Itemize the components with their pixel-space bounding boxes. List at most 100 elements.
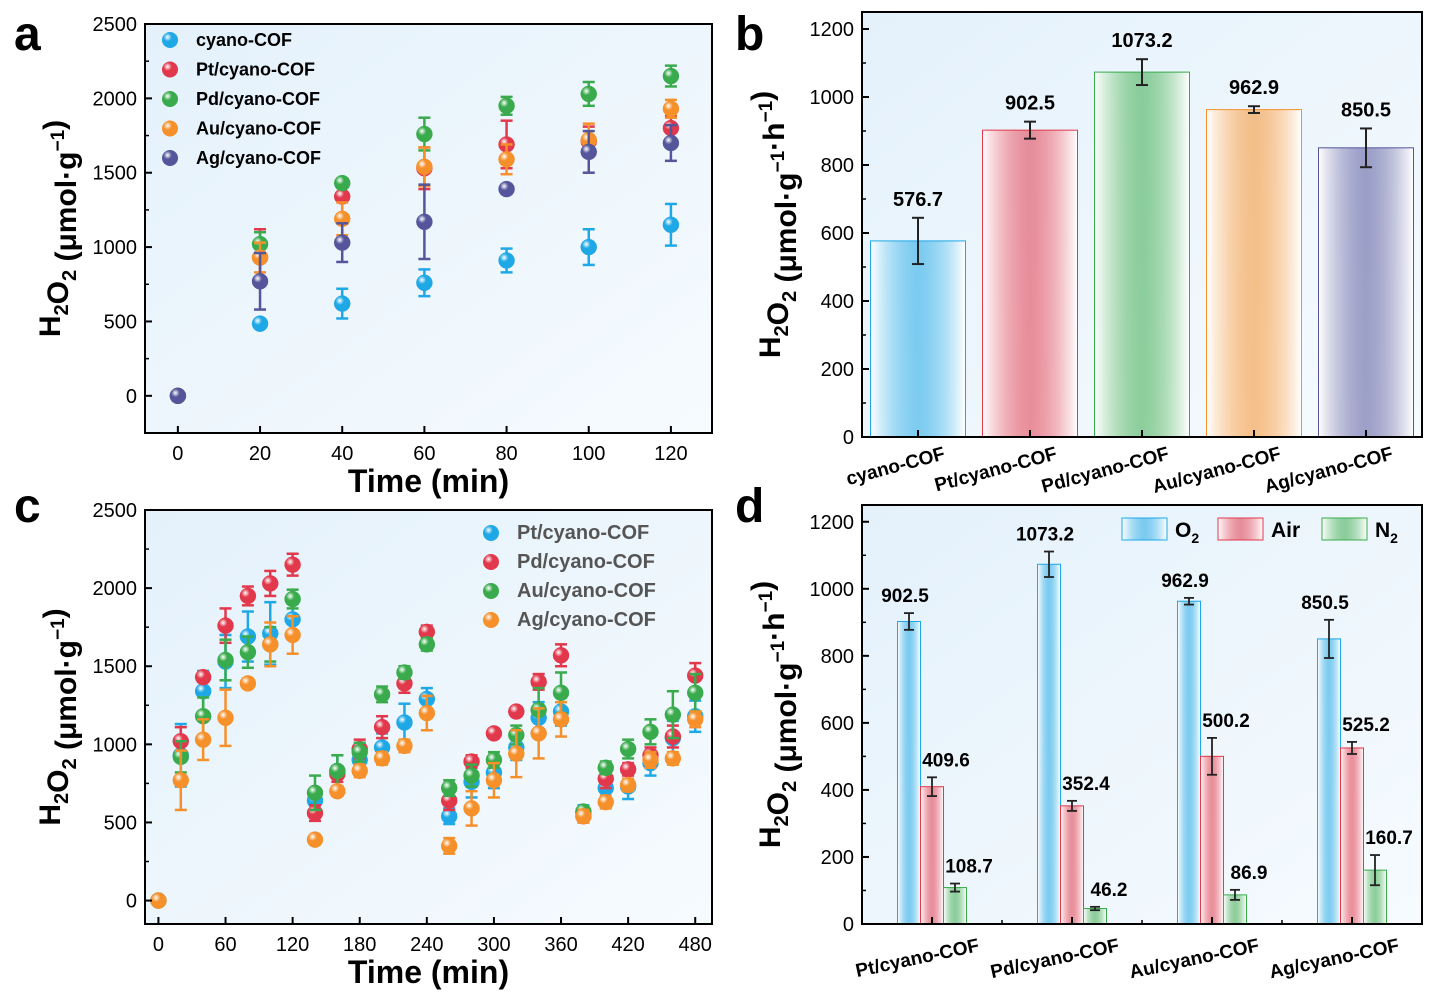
- panel-b-ytick-label: 800: [821, 155, 854, 177]
- panel-c-point: [396, 737, 413, 755]
- panel-a-xtick-label: 120: [654, 443, 687, 465]
- panel-d-category-label: Au/cyano-COF: [1128, 935, 1261, 983]
- panel-c-frame: [144, 509, 713, 925]
- panel-c-point: [597, 793, 615, 811]
- panel-b-ytick-label: 1200: [810, 19, 855, 41]
- panel-d-data-label: 86.9: [1231, 863, 1268, 884]
- panel-b-data-label: 902.5: [1005, 93, 1055, 115]
- panel-c-point: [619, 776, 637, 794]
- panel-c-point: [597, 759, 615, 777]
- panel-d-data-label: 160.7: [1365, 828, 1413, 849]
- panel-d-bar: [1060, 805, 1084, 925]
- panel-c-xtick-label: 240: [410, 934, 443, 956]
- panel-c-point: [373, 718, 391, 736]
- panel-a-point: [416, 158, 433, 176]
- panel-d-ytick-label: 200: [821, 847, 854, 869]
- panel-a-point: [662, 100, 680, 118]
- panel-c-point: [351, 762, 368, 780]
- panel-c-point: [351, 743, 368, 761]
- panel-d-data-label: 46.2: [1091, 880, 1128, 901]
- panel-a-point: [580, 238, 597, 256]
- panel-c-point: [440, 779, 458, 797]
- panel-a-ytick-label: 500: [104, 311, 137, 333]
- panel-c-point: [284, 590, 301, 608]
- panel-d-bar: [920, 786, 944, 925]
- panel-c-point: [239, 675, 257, 692]
- panel-d-data-label: 352.4: [1062, 774, 1110, 795]
- panel-c-point: [664, 750, 682, 767]
- panel-b-ytick-label: 600: [821, 223, 854, 245]
- panel-b-ytick-label: 400: [821, 291, 854, 313]
- panel-a-point: [498, 97, 515, 115]
- panel-a-point: [416, 213, 433, 231]
- panel-c-point: [686, 684, 704, 702]
- panel-a-ytick-label: 2000: [93, 88, 138, 110]
- panel-a-xtick-label: 80: [495, 443, 517, 465]
- panel-c-xtick-label: 60: [214, 934, 236, 956]
- panel-b-category-label: Pd/cyano-COF: [1039, 444, 1171, 498]
- panel-b-bar: [982, 129, 1078, 438]
- panel-d-ytick-label: 1200: [810, 512, 855, 534]
- panel-a-point: [662, 134, 680, 152]
- panel-c-legend-label: Pt/cyano-COF: [517, 522, 649, 544]
- panel-d-legend-swatch: [1217, 517, 1264, 541]
- panel-b-bar: [1206, 109, 1302, 438]
- panel-c-point: [664, 706, 682, 723]
- panel-c-point: [284, 556, 301, 573]
- panel-a-ytick-label: 1000: [93, 237, 138, 259]
- panel-d-ytick-label: 1000: [810, 579, 855, 601]
- panel-c-point: [194, 731, 212, 748]
- panel-d-ytick-label: 400: [821, 780, 854, 802]
- panel-c-xtick-label: 300: [477, 934, 510, 956]
- panel-d-ytick-label: 600: [821, 713, 854, 735]
- panel-c-point: [172, 772, 190, 789]
- panel-c-point: [396, 664, 413, 681]
- panel-a-point: [580, 143, 597, 161]
- panel-b-bar: [870, 240, 966, 438]
- panel-a-legend-label: Pd/cyano-COF: [196, 89, 320, 109]
- panel-c-point: [329, 762, 346, 780]
- panel-c-point: [686, 711, 704, 728]
- panel-c-point: [262, 636, 279, 653]
- panel-d-bar: [897, 620, 921, 925]
- panel-b-ytick-label: 1000: [810, 87, 855, 109]
- panel-b-bar: [1318, 147, 1414, 438]
- panel-a-point: [580, 85, 597, 103]
- panel-d-data-label: 500.2: [1202, 711, 1250, 732]
- panel-d-bar: [1317, 638, 1341, 925]
- panel-c-point: [262, 575, 279, 592]
- panel-c-legend-marker: [483, 525, 499, 541]
- panel-c-ytick-label: 2000: [93, 578, 138, 600]
- panel-c-point: [150, 892, 167, 909]
- panel-d-data-label: 1073.2: [1016, 525, 1074, 546]
- panel-a-xtick-label: 60: [413, 443, 435, 465]
- panel-c-point: [552, 711, 570, 728]
- panel-c-legend-label: Ag/cyano-COF: [517, 609, 656, 631]
- panel-c-ylabel: H2O2 (μmol·g−1): [34, 608, 83, 825]
- panel-b-category-label: Au/cyano-COF: [1150, 444, 1283, 498]
- panel-b-data-label: 962.9: [1229, 77, 1279, 99]
- panel-c-point: [373, 686, 391, 703]
- panel-c-point: [418, 704, 436, 722]
- panel-c-point: [642, 751, 659, 769]
- panel-d-bar: [1200, 755, 1224, 925]
- panel-c-legend-label: Au/cyano-COF: [517, 580, 656, 602]
- panel-d-bar: [1037, 563, 1061, 925]
- panel-a-point: [498, 180, 515, 198]
- panel-a-legend-label: Au/cyano-COF: [196, 119, 321, 139]
- panel-a-xtick-label: 0: [172, 443, 183, 465]
- panel-c-point: [552, 684, 570, 702]
- panel-c-point: [642, 723, 659, 741]
- panel-letter-d: d: [735, 480, 764, 533]
- panel-c-point: [239, 587, 257, 605]
- panel-c-point: [239, 643, 257, 661]
- panel-a-ytick-label: 0: [126, 386, 137, 408]
- panel-d-legend-swatch: [1321, 517, 1368, 541]
- panel-a-point: [498, 252, 515, 269]
- panel-c-point: [619, 761, 637, 778]
- panel-c-xtick-label: 420: [611, 934, 644, 956]
- panel-a-legend-marker: [162, 61, 178, 78]
- panel-c-xtick-label: 480: [679, 934, 712, 956]
- panel-c-xtick-label: 180: [343, 934, 376, 956]
